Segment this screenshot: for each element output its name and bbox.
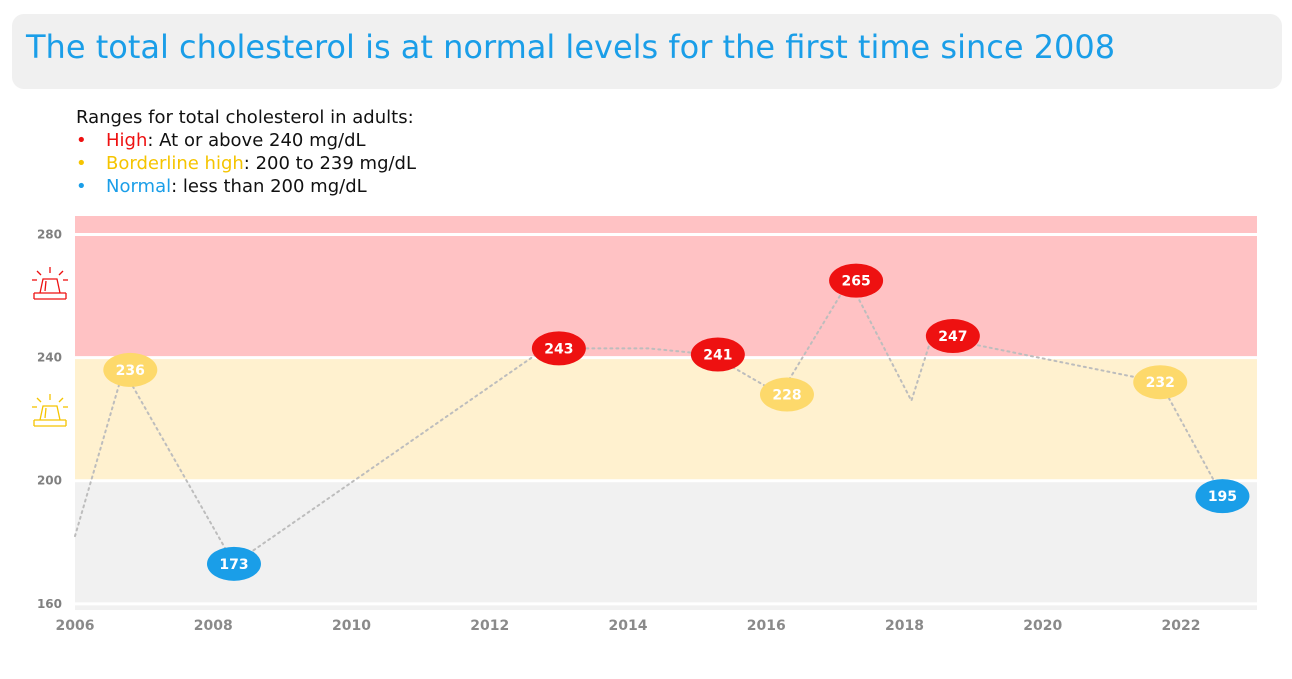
x-tick-label: 2012	[470, 618, 509, 634]
range-bands	[75, 216, 1257, 610]
y-tick-label: 200	[37, 474, 62, 488]
x-tick-label: 2018	[885, 618, 924, 634]
data-point-265: 265	[829, 263, 884, 298]
alarm-icons	[32, 267, 68, 427]
point-label: 228	[772, 388, 801, 404]
legend-name-borderline: Borderline high	[106, 153, 244, 174]
x-tick-label: 2016	[747, 618, 786, 634]
legend-name-normal: Normal	[106, 176, 172, 197]
point-marker	[206, 546, 261, 581]
data-point-173: 173	[206, 546, 261, 581]
x-tick-label: 2020	[1023, 618, 1062, 634]
title-banner: The total cholesterol is at normal level…	[12, 14, 1282, 89]
legend-text-high: : At or above 240 mg/dL	[147, 130, 366, 151]
y-tick-label: 280	[37, 227, 62, 241]
data-point-243: 243	[531, 331, 586, 366]
band-high	[75, 216, 1257, 358]
y-tick-label: 240	[37, 351, 62, 365]
x-axis: 2006 2008 2010 2012 2014 2016 2018 2020 2022	[56, 618, 1201, 634]
point-label: 195	[1208, 489, 1237, 505]
legend-text-borderline: : 200 to 239 mg/dL	[243, 153, 417, 174]
point-label: 173	[219, 557, 248, 573]
point-marker	[1195, 479, 1250, 514]
cholesterol-chart: 160 200 240 280 2006 2008 2010 2012 2014 2016 201…	[32, 216, 1257, 634]
data-point-236: 236	[103, 352, 158, 387]
x-tick-label: 2022	[1161, 618, 1200, 634]
legend-bullet-high: •	[76, 130, 87, 151]
page-title: The total cholesterol is at normal level…	[26, 28, 1116, 66]
legend-bullet-borderline: •	[76, 153, 87, 174]
point-marker	[759, 377, 814, 412]
data-points: 236 173 243 241 228 265 247 232 195	[103, 263, 1250, 581]
legend-text-normal: : less than 200 mg/dL	[171, 176, 367, 197]
point-marker	[103, 352, 158, 387]
x-tick-label: 2014	[608, 618, 647, 634]
high-alarm-icon	[32, 267, 68, 300]
point-label: 241	[703, 348, 732, 364]
data-point-195: 195	[1195, 479, 1250, 514]
x-tick-label: 2008	[194, 618, 233, 634]
legend-item-normal: • Normal: less than 200 mg/dL	[76, 175, 416, 198]
gridlines	[75, 232, 1257, 606]
band-normal	[75, 480, 1257, 610]
point-label: 243	[544, 341, 573, 357]
data-point-228: 228	[759, 377, 814, 412]
point-marker	[531, 331, 586, 366]
band-borderline-high	[75, 357, 1257, 481]
point-label: 265	[841, 274, 870, 290]
y-tick-label: 160	[37, 597, 62, 611]
data-point-232: 232	[1133, 365, 1188, 400]
x-tick-label: 2006	[56, 618, 95, 634]
point-marker	[690, 337, 745, 372]
borderline-alarm-icon	[32, 394, 68, 427]
point-marker	[925, 319, 980, 354]
point-label: 236	[116, 363, 145, 379]
x-tick-label: 2010	[332, 618, 371, 634]
legend-name-high: High	[106, 130, 148, 151]
trend-line	[74, 278, 1224, 566]
point-marker	[829, 263, 884, 298]
range-legend: Ranges for total cholesterol in adults: …	[76, 106, 416, 198]
legend-item-borderline: • Borderline high: 200 to 239 mg/dL	[76, 152, 416, 175]
data-point-247: 247	[925, 319, 980, 354]
legend-item-high: • High: At or above 240 mg/dL	[76, 129, 416, 152]
y-axis: 160 200 240 280	[37, 227, 62, 610]
legend-bullet-normal: •	[76, 176, 87, 197]
data-point-241: 241	[690, 337, 745, 372]
legend-heading: Ranges for total cholesterol in adults:	[76, 107, 414, 128]
point-marker	[1133, 365, 1188, 400]
point-label: 247	[938, 329, 967, 345]
point-label: 232	[1146, 375, 1175, 391]
